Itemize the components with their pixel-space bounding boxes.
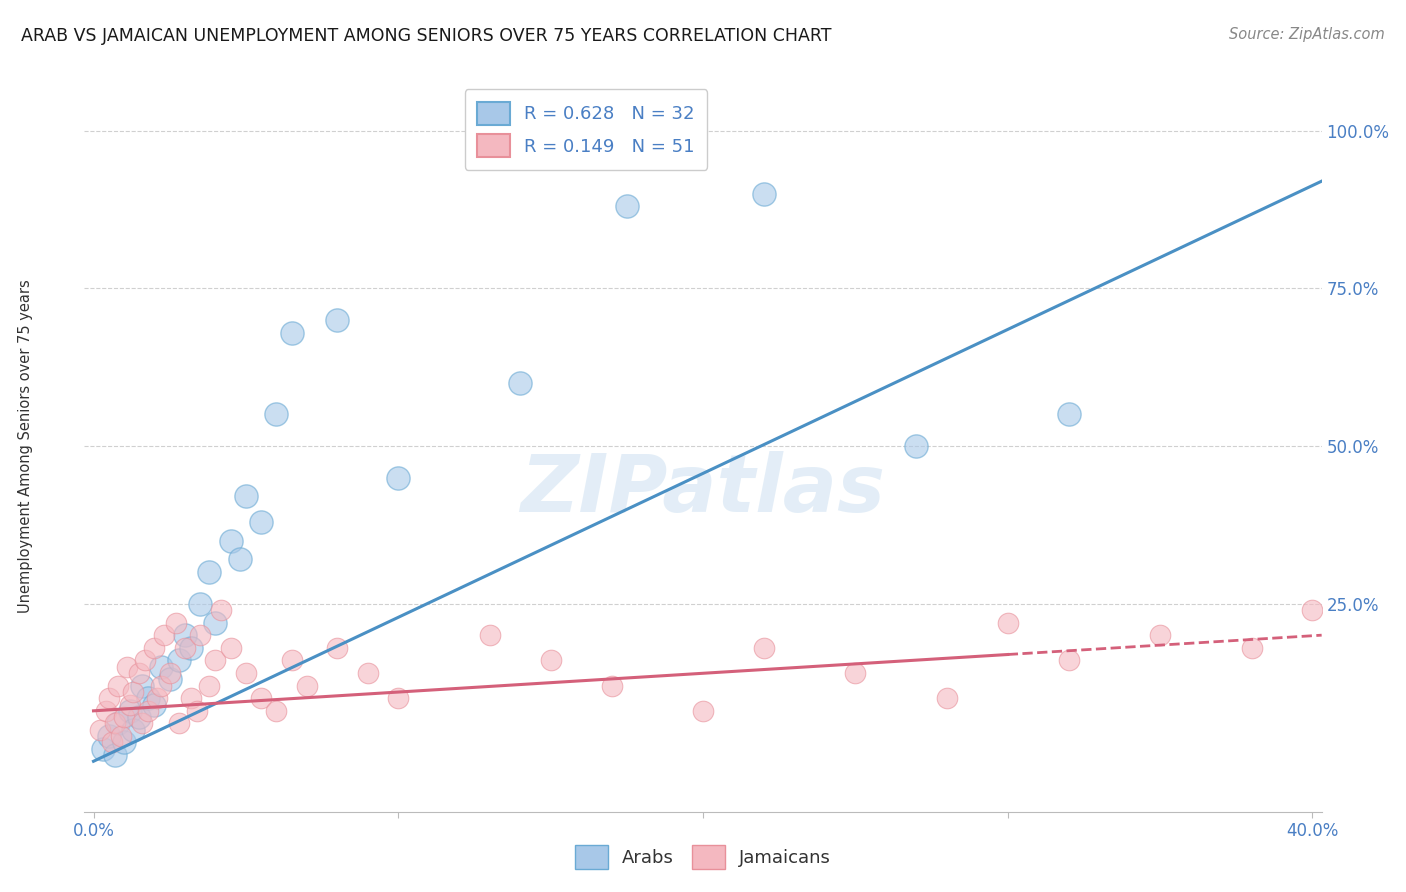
Point <box>357 665 380 680</box>
Point <box>250 691 273 706</box>
Point <box>91 741 114 756</box>
Text: ARAB VS JAMAICAN UNEMPLOYMENT AMONG SENIORS OVER 75 YEARS CORRELATION CHART: ARAB VS JAMAICAN UNEMPLOYMENT AMONG SENI… <box>21 27 831 45</box>
Point <box>295 679 318 693</box>
Point <box>266 704 288 718</box>
Point <box>219 533 242 548</box>
Point <box>1362 665 1385 680</box>
Point <box>128 710 150 724</box>
Point <box>180 691 202 706</box>
Point <box>997 615 1019 630</box>
Point <box>174 640 197 655</box>
Point <box>101 735 124 749</box>
Text: Source: ZipAtlas.com: Source: ZipAtlas.com <box>1229 27 1385 42</box>
Point <box>387 691 409 706</box>
Point <box>112 735 135 749</box>
Point <box>198 565 221 579</box>
Point <box>280 653 302 667</box>
Point <box>112 710 135 724</box>
Point <box>692 704 714 718</box>
Point <box>143 698 166 712</box>
Point <box>167 653 190 667</box>
Point <box>122 723 145 737</box>
Point <box>235 665 257 680</box>
Point <box>752 186 775 201</box>
Point <box>186 704 208 718</box>
Point <box>174 628 197 642</box>
Point <box>1149 628 1171 642</box>
Point <box>180 640 202 655</box>
Point <box>600 679 623 693</box>
Point <box>250 515 273 529</box>
Point <box>152 628 174 642</box>
Point <box>134 653 156 667</box>
Point <box>198 679 221 693</box>
Point <box>1057 653 1080 667</box>
Point <box>211 603 233 617</box>
Point <box>89 723 111 737</box>
Point <box>204 653 226 667</box>
Point <box>94 704 117 718</box>
Point <box>138 691 160 706</box>
Text: ZIPatlas: ZIPatlas <box>520 450 886 529</box>
Point <box>107 716 129 731</box>
Point <box>97 729 120 743</box>
Point <box>115 659 138 673</box>
Point <box>104 747 127 762</box>
Point <box>204 615 226 630</box>
Point <box>143 640 166 655</box>
Point <box>146 691 169 706</box>
Point <box>844 665 866 680</box>
Point <box>326 640 349 655</box>
Point <box>1301 603 1323 617</box>
Point <box>97 691 120 706</box>
Point <box>131 679 153 693</box>
Point <box>138 704 160 718</box>
Point <box>131 716 153 731</box>
Point <box>540 653 562 667</box>
Point <box>159 665 181 680</box>
Point <box>280 326 302 340</box>
Point <box>104 716 127 731</box>
Point <box>149 659 172 673</box>
Point <box>120 698 142 712</box>
Point <box>935 691 957 706</box>
Point <box>752 640 775 655</box>
Point <box>120 704 142 718</box>
Point <box>905 439 928 453</box>
Point <box>1240 640 1263 655</box>
Point <box>149 679 172 693</box>
Point <box>509 376 531 390</box>
Legend: Arabs, Jamaicans: Arabs, Jamaicans <box>568 838 838 876</box>
Point <box>107 679 129 693</box>
Point <box>266 408 288 422</box>
Point <box>165 615 187 630</box>
Point <box>188 628 211 642</box>
Point <box>478 628 501 642</box>
Point <box>219 640 242 655</box>
Point <box>159 673 181 687</box>
Point <box>188 597 211 611</box>
Point <box>122 685 145 699</box>
Point <box>229 552 252 566</box>
Point <box>326 313 349 327</box>
Point <box>387 470 409 484</box>
Point <box>110 729 132 743</box>
Point <box>128 665 150 680</box>
Point <box>616 199 638 213</box>
Text: Unemployment Among Seniors over 75 years: Unemployment Among Seniors over 75 years <box>18 279 32 613</box>
Point <box>1057 408 1080 422</box>
Point <box>167 716 190 731</box>
Point <box>235 490 257 504</box>
